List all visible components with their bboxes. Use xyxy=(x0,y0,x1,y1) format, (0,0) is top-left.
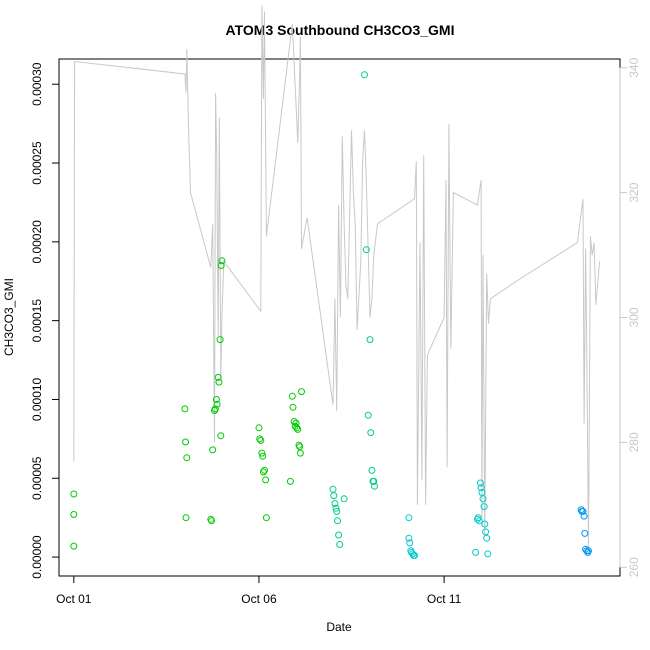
data-point xyxy=(581,529,589,537)
data-point xyxy=(208,517,216,525)
data-point xyxy=(332,504,340,512)
data-point xyxy=(257,436,265,444)
data-point xyxy=(288,392,296,400)
data-point xyxy=(330,492,338,500)
data-point xyxy=(406,539,414,547)
y2-tick-label: 260 xyxy=(627,557,641,577)
y2-tick-label: 300 xyxy=(627,307,641,327)
y-tick-label: 0.00020 xyxy=(30,220,44,264)
data-point xyxy=(214,373,222,381)
data-point xyxy=(258,449,266,457)
data-point xyxy=(370,477,378,485)
data-point xyxy=(70,542,78,550)
data-point xyxy=(474,514,482,522)
data-point xyxy=(362,246,370,254)
chart-title: ATOM3 Southbound CH3CO3_GMI xyxy=(226,22,455,38)
data-point xyxy=(70,511,78,518)
data-point xyxy=(371,482,378,490)
data-point xyxy=(364,411,372,419)
data-point xyxy=(218,257,226,265)
data-point xyxy=(290,418,298,425)
y2-tick-label: 340 xyxy=(627,57,641,77)
data-point xyxy=(580,512,588,520)
data-point xyxy=(331,500,339,507)
data-point xyxy=(211,405,219,413)
data-point xyxy=(259,468,267,476)
data-point xyxy=(262,476,270,484)
data-point xyxy=(477,484,485,492)
data-point xyxy=(289,403,297,411)
data-point xyxy=(367,429,375,437)
y-tick-label: 0.00005 xyxy=(30,456,44,500)
data-point xyxy=(261,466,268,474)
data-point xyxy=(294,425,302,433)
data-point xyxy=(481,520,489,528)
data-point xyxy=(298,388,305,396)
y-tick-label: 0.00015 xyxy=(30,299,44,343)
y-tick-label: 0.00010 xyxy=(30,377,44,421)
data-point xyxy=(483,534,491,542)
y2-tick-label: 320 xyxy=(627,182,641,202)
data-point xyxy=(336,541,344,548)
data-point xyxy=(329,485,337,493)
data-point xyxy=(482,528,490,536)
data-point xyxy=(262,514,270,522)
data-point xyxy=(405,534,413,542)
data-point xyxy=(182,514,190,522)
data-points xyxy=(70,71,592,559)
data-point xyxy=(405,514,413,522)
data-point xyxy=(296,449,304,457)
data-point xyxy=(333,507,341,515)
data-point xyxy=(484,550,492,558)
data-point xyxy=(411,552,418,559)
data-point xyxy=(585,547,592,555)
y-tick-label: 0.00030 xyxy=(30,62,44,106)
data-point xyxy=(472,548,480,556)
data-point xyxy=(70,490,78,498)
data-point xyxy=(476,479,484,487)
data-point xyxy=(475,517,483,525)
data-point xyxy=(479,495,487,503)
x-tick-label: Oct 06 xyxy=(241,592,277,606)
data-point xyxy=(183,454,191,462)
data-point xyxy=(213,400,221,408)
data-point xyxy=(217,262,225,269)
data-point xyxy=(181,405,189,413)
y-axis: 0.00000 0.00005 0.00010 0.00015 0.00020 0.000… xyxy=(30,62,60,579)
data-point xyxy=(209,446,217,454)
series-line xyxy=(73,5,601,549)
data-point xyxy=(259,452,267,460)
data-point xyxy=(286,477,294,485)
x-axis-label: Date xyxy=(326,620,352,634)
y-axis-label: CH3CO3_GMI xyxy=(2,278,16,356)
y-tick-label: 0.00025 xyxy=(30,141,44,185)
plot-frame xyxy=(58,58,621,577)
data-point xyxy=(212,396,220,403)
y-tick-label: 0.00000 xyxy=(30,535,44,579)
data-point xyxy=(216,336,224,344)
gray-series-line xyxy=(73,5,601,549)
x-axis: Oct 01 Oct 06 Oct 11 xyxy=(56,575,462,606)
data-point xyxy=(292,419,300,427)
data-point xyxy=(361,71,368,79)
x-tick-label: Oct 11 xyxy=(427,592,462,606)
data-point xyxy=(579,507,587,515)
data-point xyxy=(256,435,264,443)
data-point xyxy=(215,378,223,386)
right-y-axis: 260 280 300 320 340 xyxy=(619,57,641,577)
data-point xyxy=(368,466,376,474)
data-point xyxy=(293,424,301,432)
data-point xyxy=(480,503,488,511)
y2-tick-label: 280 xyxy=(627,432,641,452)
data-point xyxy=(335,531,343,539)
x-tick-label: Oct 01 xyxy=(56,592,92,606)
data-point xyxy=(366,336,374,344)
data-point xyxy=(409,550,417,558)
data-point xyxy=(182,438,190,446)
data-point xyxy=(334,517,341,525)
data-point xyxy=(340,495,348,503)
data-point xyxy=(255,424,263,432)
data-point xyxy=(217,432,225,440)
